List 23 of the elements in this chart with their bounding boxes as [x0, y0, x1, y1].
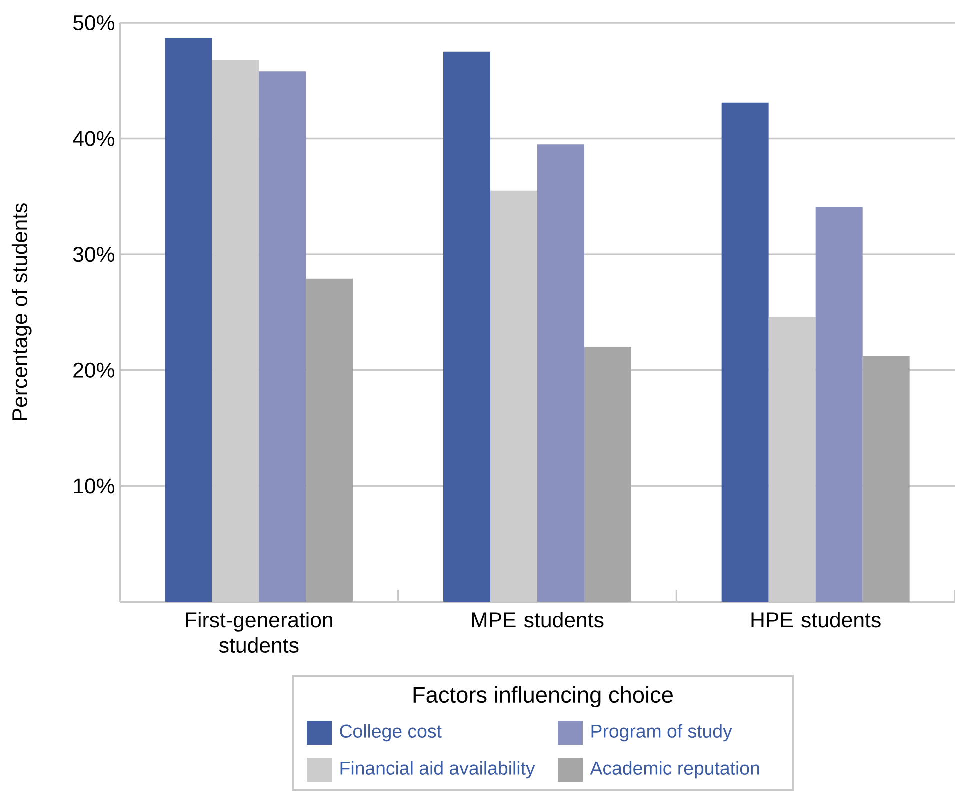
bar: [584, 347, 632, 602]
legend-label: Financial aid availability: [340, 761, 536, 779]
legend-label: College cost: [340, 724, 442, 742]
y-tick-label: 30%: [73, 247, 115, 262]
bar: [165, 38, 212, 602]
bar: [862, 356, 910, 602]
bar: [816, 207, 863, 602]
y-tick-label: 50%: [73, 15, 115, 31]
legend-title: Factors influencing choice: [414, 686, 673, 708]
x-tick-label: First-generation students: [186, 612, 332, 654]
y-axis-title: Percentage of students: [12, 204, 32, 420]
y-tick-label: 20%: [74, 362, 115, 378]
y-tick-label: 40%: [73, 131, 115, 146]
bar: [306, 278, 354, 602]
x-tick-label: MPE students: [472, 612, 604, 628]
bar: [259, 72, 306, 602]
bar: [722, 102, 769, 602]
legend-label: Academic reputation: [590, 761, 760, 779]
bar: [538, 144, 585, 602]
legend-label: Program of study: [592, 724, 732, 742]
x-tick-label: HPE students: [752, 612, 881, 628]
y-tick-label: 10%: [74, 478, 115, 494]
bar: [444, 52, 491, 602]
